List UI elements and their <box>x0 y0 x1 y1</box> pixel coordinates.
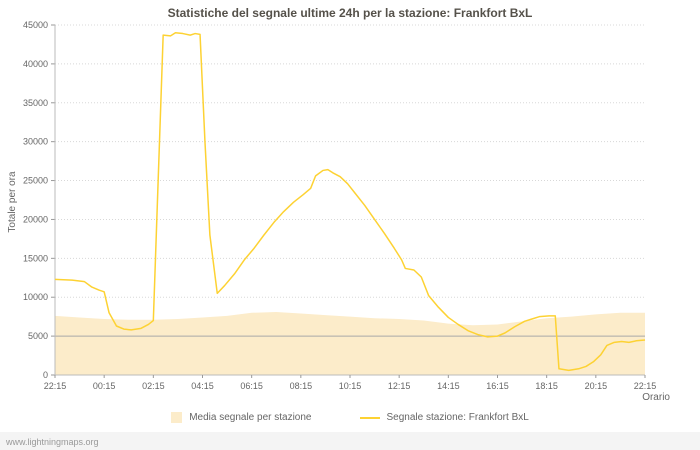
y-tick-label: 10000 <box>23 292 48 302</box>
y-tick-label: 40000 <box>23 59 48 69</box>
x-tick-label: 22:15 <box>44 381 67 391</box>
watermark: www.lightningmaps.org <box>6 437 99 447</box>
legend-label-media: Media segnale per stazione <box>189 412 312 423</box>
legend-item-segnale: Segnale stazione: Frankfort BxL <box>359 412 529 423</box>
x-tick-label: 12:15 <box>388 381 411 391</box>
y-tick-label: 5000 <box>28 331 48 341</box>
x-tick-label: 14:15 <box>437 381 460 391</box>
x-tick-label: 22:15 <box>634 381 657 391</box>
x-tick-label: 18:15 <box>535 381 558 391</box>
x-tick-label: 08:15 <box>290 381 313 391</box>
footer-band <box>0 432 700 450</box>
y-tick-label: 30000 <box>23 137 48 147</box>
y-tick-label: 15000 <box>23 253 48 263</box>
legend-item-media: Media segnale per stazione <box>171 412 312 423</box>
x-tick-label: 02:15 <box>142 381 165 391</box>
line-segnale-stazione <box>54 32 646 372</box>
y-tick-label: 0 <box>43 370 48 380</box>
x-tick-label: 16:15 <box>486 381 509 391</box>
legend-label-segnale: Segnale stazione: Frankfort BxL <box>386 412 529 423</box>
y-tick-label: 25000 <box>23 176 48 186</box>
x-axis-label: Orario <box>642 392 670 403</box>
x-tick-label: 00:15 <box>93 381 116 391</box>
x-tick-label: 06:15 <box>240 381 263 391</box>
y-tick-label: 45000 <box>23 20 48 30</box>
x-tick-label: 04:15 <box>191 381 214 391</box>
area-media-segnale <box>55 312 645 375</box>
y-tick-label: 35000 <box>23 98 48 108</box>
y-axis-label: Totale per ora <box>7 171 18 233</box>
chart-title: Statistiche del segnale ultime 24h per l… <box>167 6 533 20</box>
legend: Media segnale per stazione Segnale stazi… <box>0 412 700 423</box>
area-swatch-icon <box>171 412 183 423</box>
plot-canvas: 0 5000 10000 15000 20000 25000 30000 35000 40000… <box>23 20 657 391</box>
x-tick-label: 20:15 <box>585 381 608 391</box>
y-tick-label: 20000 <box>23 214 48 224</box>
line-swatch-icon <box>359 416 380 419</box>
x-tick-label: 10:15 <box>339 381 362 391</box>
